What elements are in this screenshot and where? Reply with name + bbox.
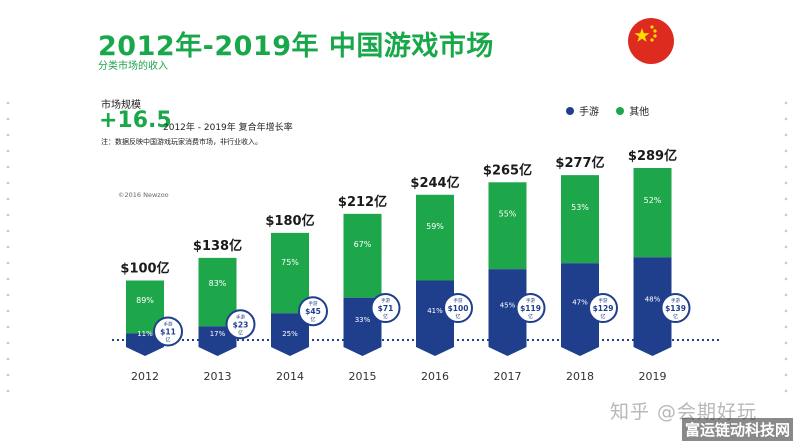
bar-other-2019 <box>633 168 672 258</box>
share-label-other-2013: 83% <box>209 279 227 288</box>
share-label-mobile-2013: 17% <box>210 330 226 338</box>
data-note: 注：数据反映中国游戏玩家消费市场，非行业收入。 <box>101 138 262 146</box>
value-callout-2016 <box>443 293 473 323</box>
market-size-label: 市场规模 <box>101 100 141 111</box>
callout-prefix-2018: 手游 <box>599 297 608 304</box>
value-callout-2012 <box>153 316 183 347</box>
bar-tip-2014 <box>271 340 309 356</box>
bar-other-2016 <box>416 194 454 281</box>
x-tick-label-2015: 2015 <box>349 370 377 383</box>
callout-unit-2016: 亿 <box>455 313 460 320</box>
callout-prefix-2019: 手游 <box>671 297 680 304</box>
legend-swatch-other <box>616 106 625 115</box>
callout-unit-2017: 亿 <box>528 313 533 320</box>
callout-prefix-2012: 手游 <box>164 320 173 327</box>
decorative-dots-right <box>778 95 794 395</box>
bar-tip-2012 <box>126 340 164 356</box>
bar-tip-2013 <box>198 340 237 356</box>
share-label-other-2017: 55% <box>499 210 517 219</box>
bar-tip-2019 <box>633 340 672 356</box>
callout-prefix-2017: 手游 <box>526 297 535 304</box>
bar-tip-2017 <box>488 340 527 356</box>
x-tick-label-2013: 2013 <box>204 370 232 383</box>
value-callout-2019 <box>660 293 691 323</box>
share-label-other-2019: 52% <box>644 196 662 205</box>
total-label-2015: $212亿 <box>338 194 387 210</box>
value-callout-2017 <box>515 293 546 323</box>
bar-tip-2018 <box>561 340 599 356</box>
total-label-2014: $180亿 <box>265 213 314 229</box>
x-tick-label-2017: 2017 <box>494 370 522 383</box>
share-label-other-2018: 53% <box>571 203 589 212</box>
legend-item-other: 其他 <box>616 103 649 118</box>
china-flag-icon <box>628 18 674 64</box>
bar-other-2017 <box>488 182 527 270</box>
x-tick-label-2014: 2014 <box>276 370 304 383</box>
value-callout-2015 <box>370 293 401 323</box>
value-callout-2018 <box>588 293 618 323</box>
callout-unit-2018: 亿 <box>600 313 605 320</box>
bar-mobile-2012 <box>126 333 164 340</box>
callout-prefix-2014: 手游 <box>309 300 318 307</box>
share-label-other-2014: 75% <box>281 258 299 267</box>
callout-unit-2019: 亿 <box>673 313 678 320</box>
x-tick-label-2018: 2018 <box>566 370 594 383</box>
legend-label-mobile: 手游 <box>579 107 599 118</box>
bar-other-2018 <box>561 175 599 264</box>
callout-unit-2014: 亿 <box>310 316 315 323</box>
share-label-mobile-2017: 45% <box>500 302 516 310</box>
share-label-mobile-2018: 47% <box>572 299 588 307</box>
chart-legend: 手游 其他 <box>566 103 663 118</box>
share-label-mobile-2016: 41% <box>427 307 443 315</box>
cagr-description: 2012年 - 2019年 复合年增长率 <box>163 123 293 133</box>
callout-value-2017: $119 <box>520 304 541 313</box>
callout-value-2016: $100 <box>448 304 469 313</box>
copyright-note: ©2016 Newzoo <box>118 191 169 199</box>
callout-prefix-2015: 手游 <box>381 297 390 304</box>
callout-value-2019: $139 <box>665 304 686 313</box>
cagr-value: +16.5 <box>99 108 172 133</box>
total-label-2019: $289亿 <box>628 148 677 164</box>
total-label-2017: $265亿 <box>483 162 532 178</box>
legend-item-mobile: 手游 <box>566 103 599 118</box>
callout-prefix-2016: 手游 <box>454 297 463 304</box>
share-label-mobile-2019: 48% <box>645 296 661 304</box>
callout-unit-2013: 亿 <box>238 329 243 336</box>
value-callout-2013 <box>225 309 256 340</box>
share-label-mobile-2014: 25% <box>282 330 298 338</box>
legend-swatch-mobile <box>566 106 574 115</box>
share-label-mobile-2015: 33% <box>355 316 371 324</box>
callout-prefix-2013: 手游 <box>236 313 245 320</box>
total-label-2012: $100亿 <box>120 260 169 276</box>
legend-label-other: 其他 <box>629 107 650 118</box>
total-label-2018: $277亿 <box>555 155 604 171</box>
bar-other-2014 <box>271 232 309 314</box>
callout-value-2012: $11 <box>160 327 176 336</box>
callout-value-2013: $23 <box>233 320 249 329</box>
bar-tip-2015 <box>343 340 382 356</box>
share-label-other-2015: 67% <box>354 240 372 249</box>
bar-tip-2016 <box>416 340 454 356</box>
decorative-dots-left <box>0 95 16 395</box>
page-title: 2012年-2019年 中国游戏市场 <box>98 31 494 62</box>
share-label-other-2016: 59% <box>426 222 444 231</box>
callout-value-2018: $129 <box>593 304 614 313</box>
x-tick-label-2016: 2016 <box>421 370 449 383</box>
total-label-2016: $244亿 <box>410 175 459 191</box>
value-callout-2014 <box>298 296 328 327</box>
page-subtitle: 分类市场的收入 <box>98 61 168 72</box>
callout-unit-2015: 亿 <box>383 313 388 320</box>
corner-tag: 富运链动科技网 <box>682 418 794 441</box>
callout-value-2014: $45 <box>305 307 321 316</box>
total-label-2013: $138亿 <box>193 238 242 254</box>
watermark-text: 知乎 @会期好玩 <box>610 401 758 423</box>
callout-value-2015: $71 <box>378 304 394 313</box>
bar-other-2015 <box>343 213 382 298</box>
callout-unit-2012: 亿 <box>165 336 170 343</box>
share-label-other-2012: 89% <box>136 296 154 305</box>
x-tick-label-2019: 2019 <box>639 370 667 383</box>
share-label-mobile-2012: 11% <box>137 330 153 338</box>
x-tick-label-2012: 2012 <box>131 370 159 383</box>
